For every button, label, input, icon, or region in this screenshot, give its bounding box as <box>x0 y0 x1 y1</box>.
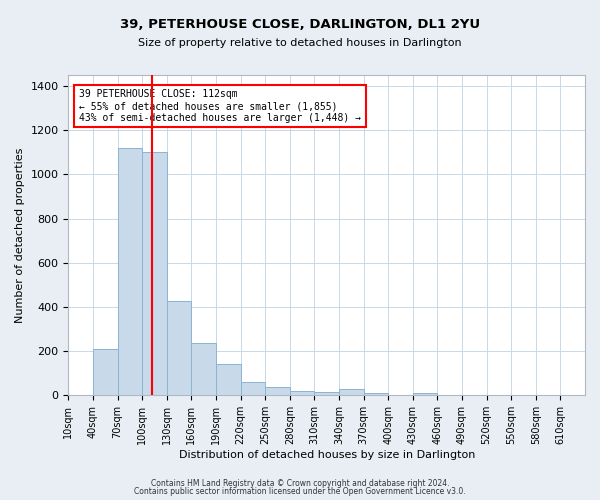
Bar <box>364 393 388 396</box>
Bar <box>413 393 437 396</box>
Bar <box>167 302 191 396</box>
Text: Contains HM Land Registry data © Crown copyright and database right 2024.: Contains HM Land Registry data © Crown c… <box>151 478 449 488</box>
Bar <box>241 382 265 396</box>
Bar <box>216 364 241 396</box>
Bar <box>339 388 364 396</box>
Text: Contains public sector information licensed under the Open Government Licence v3: Contains public sector information licen… <box>134 487 466 496</box>
Bar <box>142 152 167 396</box>
Text: 39 PETERHOUSE CLOSE: 112sqm
← 55% of detached houses are smaller (1,855)
43% of : 39 PETERHOUSE CLOSE: 112sqm ← 55% of det… <box>79 90 361 122</box>
Text: Size of property relative to detached houses in Darlington: Size of property relative to detached ho… <box>138 38 462 48</box>
Bar <box>93 349 118 396</box>
Bar <box>191 344 216 396</box>
Bar <box>265 386 290 396</box>
Bar <box>290 391 314 396</box>
X-axis label: Distribution of detached houses by size in Darlington: Distribution of detached houses by size … <box>179 450 475 460</box>
Text: 39, PETERHOUSE CLOSE, DARLINGTON, DL1 2YU: 39, PETERHOUSE CLOSE, DARLINGTON, DL1 2Y… <box>120 18 480 30</box>
Bar <box>118 148 142 396</box>
Bar <box>314 392 339 396</box>
Y-axis label: Number of detached properties: Number of detached properties <box>15 148 25 323</box>
